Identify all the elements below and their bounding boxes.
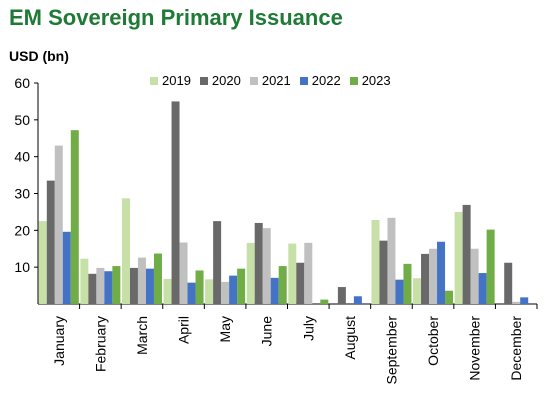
legend-swatch xyxy=(349,76,358,85)
bar-2022-april xyxy=(187,282,196,304)
bar-2020-july xyxy=(296,262,305,304)
x-tick-label: May xyxy=(217,316,233,342)
chart-legend: 2019 2020 2021 2022 2023 xyxy=(150,73,400,88)
bar-2022-september xyxy=(395,279,404,304)
bar-2022-february xyxy=(104,271,113,304)
bar-2021-july xyxy=(304,242,313,304)
bar-2019-july xyxy=(288,243,297,304)
legend-item-2020: 2020 xyxy=(199,73,241,88)
bar-2023-january xyxy=(70,130,79,304)
legend-label: 2019 xyxy=(162,73,191,88)
bar-2021-february xyxy=(96,267,105,304)
bar-2020-november xyxy=(462,204,471,304)
bar-2023-february xyxy=(112,266,121,304)
bar-2020-january xyxy=(46,180,55,304)
y-tick-label: 50 xyxy=(14,112,30,128)
legend-label: 2021 xyxy=(261,73,291,88)
legend-label: 2020 xyxy=(211,73,241,88)
x-tick-label: July xyxy=(300,316,316,341)
x-tick-label: April xyxy=(176,316,192,344)
bar-2023-march xyxy=(153,253,162,304)
bar-2023-october xyxy=(445,290,454,304)
x-tick-label: August xyxy=(342,316,358,360)
y-tick-label: 10 xyxy=(14,259,30,275)
bar-2022-october xyxy=(437,241,446,304)
bar-2020-december xyxy=(504,262,513,304)
bar-2021-june xyxy=(262,228,271,304)
bar-2021-september xyxy=(387,217,396,304)
legend-label: 2023 xyxy=(361,73,391,88)
bar-2019-may xyxy=(205,279,214,304)
bar-2023-november xyxy=(486,229,495,304)
x-tick-label: November xyxy=(467,316,483,381)
y-axis-label: USD (bn) xyxy=(9,48,69,64)
bar-2022-december xyxy=(520,297,529,304)
x-tick-label: December xyxy=(508,316,524,381)
bar-2020-march xyxy=(129,267,138,304)
y-tick-label: 40 xyxy=(14,149,30,165)
bar-2021-january xyxy=(54,145,63,304)
legend-item-2019: 2019 xyxy=(150,73,191,88)
bar-2022-august xyxy=(353,296,362,304)
bar-2020-february xyxy=(88,273,97,304)
legend-swatch xyxy=(150,76,158,85)
x-tick-label: February xyxy=(92,316,108,372)
legend-item-2022: 2022 xyxy=(299,73,341,88)
y-tick-label: 30 xyxy=(14,186,30,202)
bar-2023-september xyxy=(403,263,412,304)
bar-2019-june xyxy=(246,242,255,304)
legend-label: 2022 xyxy=(311,73,341,88)
bar-2021-december xyxy=(512,301,521,304)
bar-2019-october xyxy=(413,278,422,304)
x-tick-label: June xyxy=(259,316,275,347)
bar-2020-june xyxy=(254,222,263,304)
bar-2021-october xyxy=(429,248,438,304)
bar-2019-march xyxy=(121,198,130,304)
legend-swatch xyxy=(299,76,308,85)
bar-2020-august xyxy=(337,287,346,304)
bar-2022-january xyxy=(62,231,71,304)
bar-2023-may xyxy=(237,268,246,304)
bar-2019-september xyxy=(371,220,380,304)
legend-swatch xyxy=(199,76,208,85)
legend-item-2021: 2021 xyxy=(249,73,291,88)
bar-2022-june xyxy=(270,277,279,304)
bar-2019-november xyxy=(454,211,463,304)
x-tick-label: September xyxy=(383,316,399,385)
bar-2019-february xyxy=(80,258,89,304)
bar-2021-march xyxy=(137,257,146,304)
bar-2023-april xyxy=(195,270,204,304)
bar-2019-april xyxy=(163,278,172,304)
bar-2021-november xyxy=(470,248,479,304)
legend-swatch xyxy=(249,76,258,85)
bar-2019-january xyxy=(38,221,47,304)
chart-title: EM Sovereign Primary Issuance xyxy=(9,5,343,30)
bar-2022-may xyxy=(229,275,238,304)
x-tick-label: March xyxy=(134,316,150,355)
x-tick-label: January xyxy=(51,316,67,366)
bar-2022-march xyxy=(145,268,154,304)
bar-2020-october xyxy=(421,253,430,304)
bar-2020-may xyxy=(213,221,222,304)
y-tick-label: 60 xyxy=(14,75,30,91)
bar-2020-april xyxy=(171,101,180,305)
bar-2023-july xyxy=(320,299,329,304)
x-tick-label: October xyxy=(425,316,441,366)
bar-2022-november xyxy=(478,273,487,304)
legend-item-2023: 2023 xyxy=(349,73,391,88)
y-tick-label: 20 xyxy=(14,222,30,238)
bar-2021-may xyxy=(221,281,230,304)
bar-2021-april xyxy=(179,242,188,304)
bar-2020-september xyxy=(379,240,388,304)
bar-2023-june xyxy=(278,266,287,304)
